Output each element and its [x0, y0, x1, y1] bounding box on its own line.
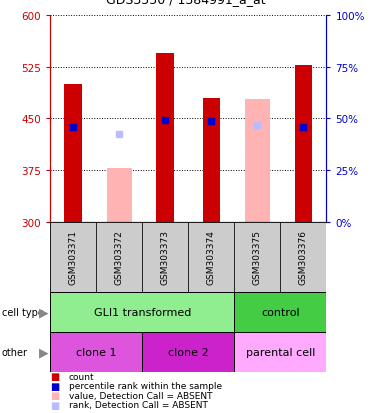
Bar — [245, 100, 270, 222]
Text: count: count — [69, 372, 94, 381]
Text: GSM303373: GSM303373 — [161, 230, 170, 285]
Text: GLI1 transformed: GLI1 transformed — [93, 307, 191, 317]
FancyBboxPatch shape — [234, 222, 280, 292]
FancyBboxPatch shape — [234, 332, 326, 372]
FancyBboxPatch shape — [50, 292, 234, 332]
Bar — [106, 169, 132, 222]
Text: GSM303374: GSM303374 — [207, 230, 216, 285]
Text: rank, Detection Call = ABSENT: rank, Detection Call = ABSENT — [69, 400, 207, 409]
Text: percentile rank within the sample: percentile rank within the sample — [69, 381, 222, 390]
FancyBboxPatch shape — [234, 292, 326, 332]
FancyBboxPatch shape — [280, 222, 326, 292]
Text: value, Detection Call = ABSENT: value, Detection Call = ABSENT — [69, 391, 212, 400]
Bar — [203, 98, 220, 222]
Text: ▶: ▶ — [39, 346, 49, 358]
Text: ■: ■ — [50, 371, 59, 381]
Text: GSM303376: GSM303376 — [299, 230, 308, 285]
FancyBboxPatch shape — [142, 222, 188, 292]
FancyBboxPatch shape — [50, 332, 142, 372]
Text: cell type: cell type — [2, 307, 44, 317]
Bar — [157, 54, 174, 222]
Text: ■: ■ — [50, 400, 59, 410]
Bar — [64, 85, 82, 222]
FancyBboxPatch shape — [142, 332, 234, 372]
Text: GSM303372: GSM303372 — [115, 230, 124, 285]
FancyBboxPatch shape — [188, 222, 234, 292]
Text: control: control — [261, 307, 300, 317]
Bar — [295, 65, 312, 222]
Text: GSM303375: GSM303375 — [253, 230, 262, 285]
Text: ■: ■ — [50, 381, 59, 391]
FancyBboxPatch shape — [50, 222, 96, 292]
Text: GSM303371: GSM303371 — [69, 230, 78, 285]
Text: GDS3550 / 1384991_a_at: GDS3550 / 1384991_a_at — [106, 0, 265, 5]
Text: clone 2: clone 2 — [168, 347, 209, 357]
Text: ▶: ▶ — [39, 306, 49, 319]
Text: other: other — [2, 347, 28, 357]
FancyBboxPatch shape — [50, 222, 326, 292]
FancyBboxPatch shape — [96, 222, 142, 292]
Text: ■: ■ — [50, 390, 59, 400]
Text: parental cell: parental cell — [246, 347, 315, 357]
Text: clone 1: clone 1 — [76, 347, 116, 357]
